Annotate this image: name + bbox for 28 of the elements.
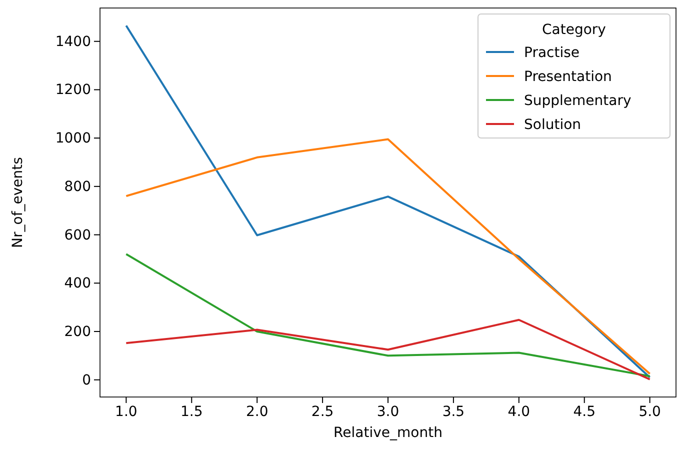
legend-label: Practise xyxy=(524,45,580,61)
x-tick-label: 4.0 xyxy=(508,404,530,420)
x-tick-label: 1.5 xyxy=(180,404,203,420)
legend-label: Solution xyxy=(524,117,582,133)
line-series xyxy=(125,253,651,378)
y-tick-label: 1200 xyxy=(55,82,91,98)
y-tick-label: 1000 xyxy=(55,130,91,147)
legend-label: Supplementary xyxy=(524,93,632,109)
legend-label: Presentation xyxy=(524,69,612,85)
y-tick-label: 400 xyxy=(64,276,91,292)
x-tick-label: 3.5 xyxy=(442,404,465,420)
x-tick-label: 2.0 xyxy=(246,404,268,420)
y-tick-label: 800 xyxy=(64,178,91,195)
line-series xyxy=(125,138,651,375)
x-tick-label: 5.0 xyxy=(638,404,661,420)
y-tick-label: 600 xyxy=(64,227,91,244)
y-tick-label: 1400 xyxy=(55,34,91,50)
x-axis-title: Relative_month xyxy=(334,425,442,441)
x-tick-label: 3.0 xyxy=(376,404,400,420)
line-series xyxy=(125,318,651,380)
line-series xyxy=(125,24,651,378)
x-tick-label: 2.5 xyxy=(311,404,334,420)
x-tick-label: 1.0 xyxy=(115,404,138,420)
y-axis-title: Nr_of_events xyxy=(10,157,26,248)
y-tick-label: 200 xyxy=(64,324,91,340)
legend-title: Category xyxy=(542,22,606,38)
y-tick-label: 0 xyxy=(82,372,91,388)
x-tick-label: 4.5 xyxy=(573,404,596,420)
